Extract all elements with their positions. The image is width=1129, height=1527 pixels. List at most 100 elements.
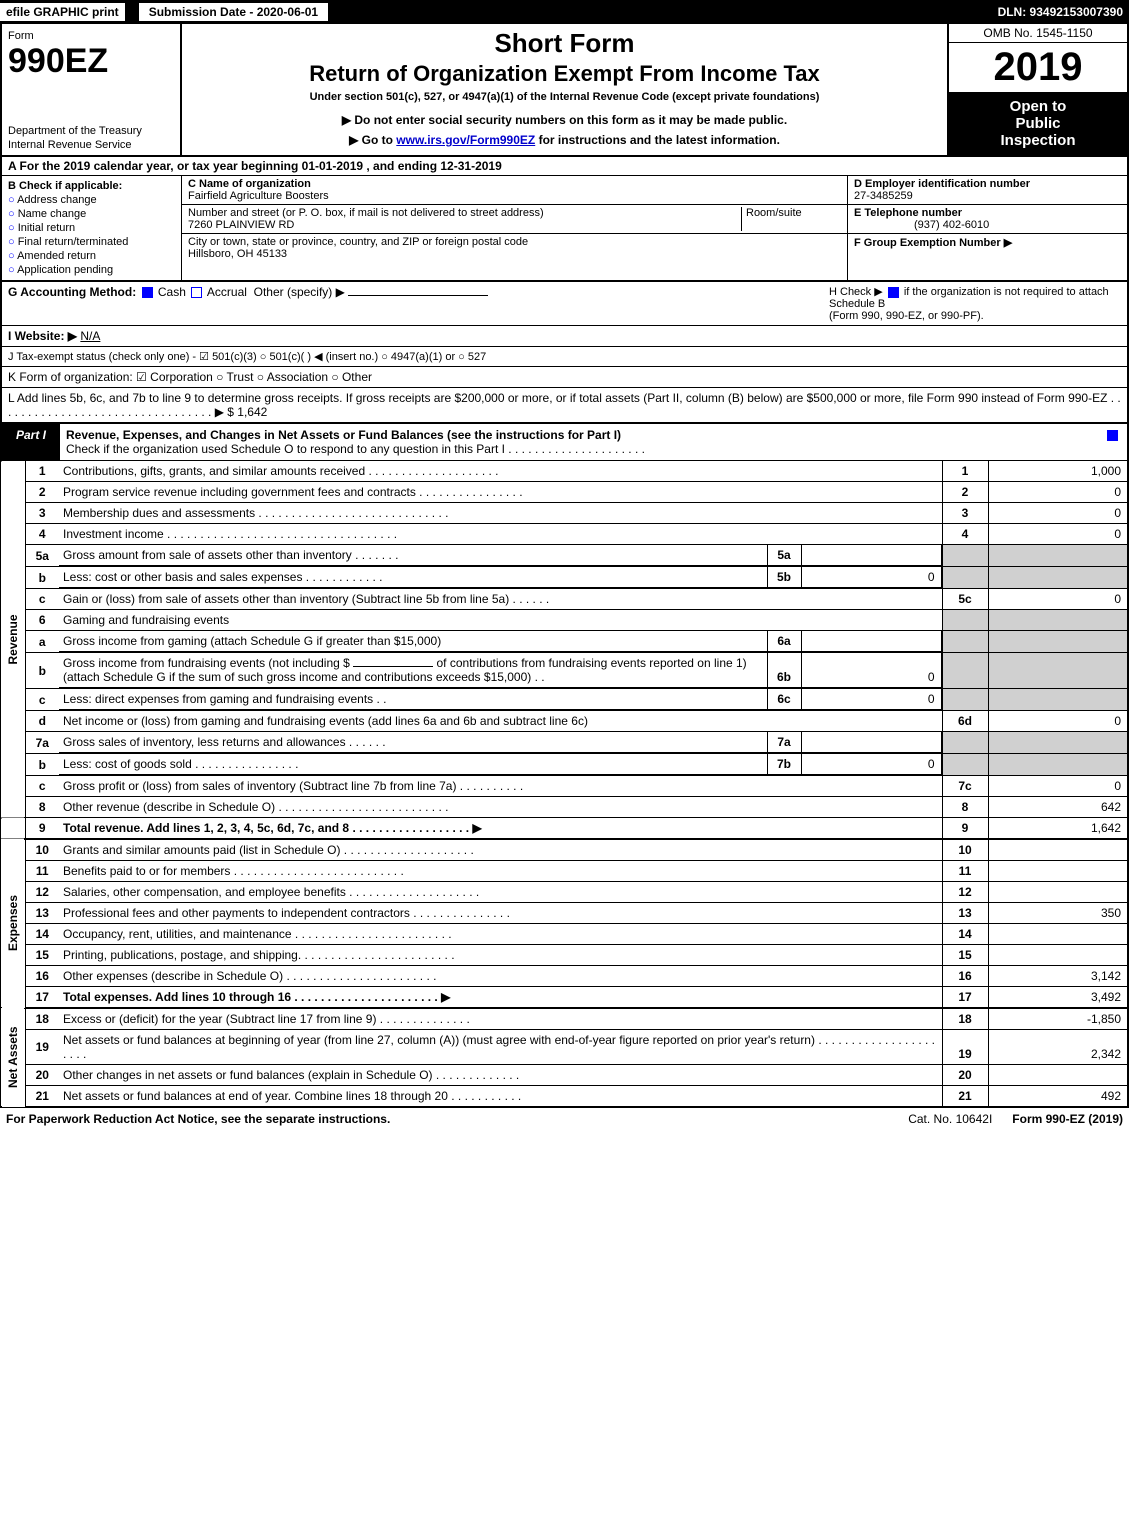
l3-box: 3 bbox=[942, 503, 988, 524]
l6b-num: b bbox=[25, 653, 59, 689]
part1-checkbox[interactable] bbox=[1097, 424, 1127, 460]
chk-amended-return[interactable]: Amended return bbox=[8, 250, 175, 262]
top-bar: efile GRAPHIC print Submission Date - 20… bbox=[0, 0, 1129, 24]
addr-label: Number and street (or P. O. box, if mail… bbox=[188, 207, 544, 219]
other-label: Other (specify) ▶ bbox=[254, 285, 345, 299]
l14-box: 14 bbox=[942, 924, 988, 945]
l1-val: 1,000 bbox=[988, 461, 1128, 482]
l19-box: 19 bbox=[942, 1030, 988, 1065]
room-suite-label: Room/suite bbox=[741, 207, 841, 231]
group-exemption-label: F Group Exemption Number ▶ bbox=[854, 237, 1012, 249]
part1-check-line: Check if the organization used Schedule … bbox=[66, 442, 645, 456]
accrual-label: Accrual bbox=[207, 285, 247, 299]
l6-num: 6 bbox=[25, 610, 59, 631]
l6d-text: Net income or (loss) from gaming and fun… bbox=[59, 711, 942, 732]
l12-val bbox=[988, 882, 1128, 903]
l13-box: 13 bbox=[942, 903, 988, 924]
l17-val: 3,492 bbox=[988, 987, 1128, 1009]
l3-num: 3 bbox=[25, 503, 59, 524]
l4-num: 4 bbox=[25, 524, 59, 545]
side-expenses: Expenses bbox=[1, 839, 25, 1008]
irs-label: Internal Revenue Service bbox=[8, 139, 132, 151]
cash-label: Cash bbox=[158, 285, 186, 299]
l3-text: Membership dues and assessments . . . . … bbox=[59, 503, 942, 524]
chk-address-change[interactable]: Address change bbox=[8, 194, 175, 206]
chk-application-pending[interactable]: Application pending bbox=[8, 264, 175, 276]
g-label: G Accounting Method: bbox=[8, 285, 136, 299]
row-l: L Add lines 5b, 6c, and 7b to line 9 to … bbox=[0, 388, 1129, 424]
l6c-num: c bbox=[25, 689, 59, 711]
city-label: City or town, state or province, country… bbox=[188, 236, 528, 248]
l16-text: Other expenses (describe in Schedule O) … bbox=[59, 966, 942, 987]
l6b-text: Gross income from fundraising events (no… bbox=[59, 653, 767, 688]
l5b-num: b bbox=[25, 567, 59, 589]
l7a-sub: 7a bbox=[767, 732, 801, 753]
l20-text: Other changes in net assets or fund bala… bbox=[59, 1065, 942, 1086]
l5b-box-grey bbox=[942, 567, 988, 589]
box-b-title: B Check if applicable: bbox=[8, 180, 175, 192]
l16-val: 3,142 bbox=[988, 966, 1128, 987]
l7c-val: 0 bbox=[988, 776, 1128, 797]
part1-title-text: Revenue, Expenses, and Changes in Net As… bbox=[66, 428, 621, 442]
l13-text: Professional fees and other payments to … bbox=[59, 903, 942, 924]
l5a-num: 5a bbox=[25, 545, 59, 567]
l6d-num: d bbox=[25, 711, 59, 732]
l6-text: Gaming and fundraising events bbox=[59, 610, 942, 631]
l6-val-grey bbox=[988, 610, 1128, 631]
l7c-num: c bbox=[25, 776, 59, 797]
l3-val: 0 bbox=[988, 503, 1128, 524]
other-specify-line[interactable] bbox=[348, 295, 488, 296]
chk-accrual[interactable] bbox=[191, 287, 202, 298]
l14-text: Occupancy, rent, utilities, and maintena… bbox=[59, 924, 942, 945]
l10-num: 10 bbox=[25, 839, 59, 861]
l1-num: 1 bbox=[25, 461, 59, 482]
ssn-warning: ▶ Do not enter social security numbers o… bbox=[188, 113, 941, 127]
open3: Inspection bbox=[951, 132, 1125, 149]
l6c-val-grey bbox=[988, 689, 1128, 711]
cat-no: Cat. No. 10642I bbox=[888, 1112, 1012, 1126]
l6a-text: Gross income from gaming (attach Schedul… bbox=[59, 631, 767, 652]
part1-table: Revenue 1 Contributions, gifts, grants, … bbox=[0, 461, 1129, 1108]
return-title: Return of Organization Exempt From Incom… bbox=[188, 61, 941, 87]
l6b-t1: Gross income from fundraising events (no… bbox=[63, 656, 350, 670]
info-block: B Check if applicable: Address change Na… bbox=[0, 176, 1129, 282]
irs-link[interactable]: www.irs.gov/Form990EZ bbox=[396, 133, 535, 147]
row-j: J Tax-exempt status (check only one) - ☑… bbox=[0, 347, 1129, 367]
city-state-zip: Hillsboro, OH 45133 bbox=[188, 248, 287, 260]
chk-initial-return[interactable]: Initial return bbox=[8, 222, 175, 234]
l7b-text: Less: cost of goods sold . . . . . . . .… bbox=[59, 754, 767, 775]
dept-label: Department of the Treasury bbox=[8, 125, 142, 137]
period-row: A For the 2019 calendar year, or tax yea… bbox=[0, 157, 1129, 176]
under-section: Under section 501(c), 527, or 4947(a)(1)… bbox=[188, 91, 941, 103]
l19-val: 2,342 bbox=[988, 1030, 1128, 1065]
ein: 27-3485259 bbox=[854, 190, 913, 202]
l19-text: Net assets or fund balances at beginning… bbox=[59, 1030, 942, 1065]
chk-schedule-b[interactable] bbox=[888, 287, 899, 298]
row-k: K Form of organization: ☑ Corporation ○ … bbox=[0, 367, 1129, 388]
l7b-val-grey bbox=[988, 754, 1128, 776]
form-number: 990EZ bbox=[8, 42, 174, 81]
telephone: (937) 402-6010 bbox=[854, 219, 989, 231]
chk-final-return[interactable]: Final return/terminated bbox=[8, 236, 175, 248]
org-name-label: C Name of organization bbox=[188, 178, 311, 190]
efile-print-label[interactable]: efile GRAPHIC print bbox=[0, 3, 125, 21]
short-form-title: Short Form bbox=[188, 28, 941, 59]
l17-box: 17 bbox=[942, 987, 988, 1009]
l8-val: 642 bbox=[988, 797, 1128, 818]
box-b: B Check if applicable: Address change Na… bbox=[2, 176, 182, 280]
l20-val bbox=[988, 1065, 1128, 1086]
part1-badge: Part I bbox=[2, 424, 60, 460]
l6b-blank[interactable] bbox=[353, 666, 433, 667]
chk-cash[interactable] bbox=[142, 287, 153, 298]
l2-box: 2 bbox=[942, 482, 988, 503]
chk-name-change[interactable]: Name change bbox=[8, 208, 175, 220]
l7b-box-grey bbox=[942, 754, 988, 776]
row-g-h: G Accounting Method: Cash Accrual Other … bbox=[0, 282, 1129, 326]
l10-text: Grants and similar amounts paid (list in… bbox=[59, 839, 942, 861]
l7b-subval: 0 bbox=[801, 754, 941, 775]
l18-text: Excess or (deficit) for the year (Subtra… bbox=[59, 1008, 942, 1030]
form-word: Form bbox=[8, 30, 34, 42]
l6a-box-grey bbox=[942, 631, 988, 653]
l6c-box-grey bbox=[942, 689, 988, 711]
l10-box: 10 bbox=[942, 839, 988, 861]
